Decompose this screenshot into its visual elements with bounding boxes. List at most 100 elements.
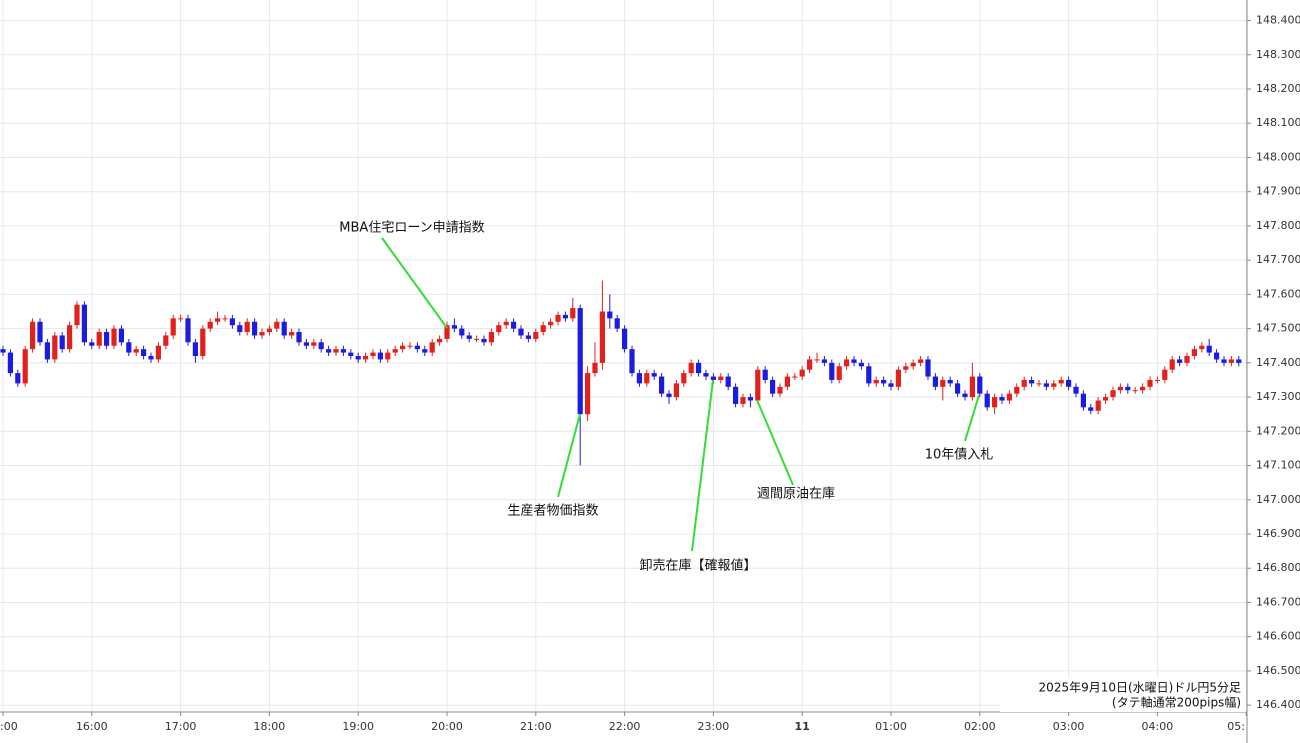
candle-body bbox=[762, 369, 768, 380]
annotation-label: MBA住宅ローン申請指数 bbox=[339, 221, 484, 236]
candle-body bbox=[1236, 359, 1242, 363]
candle-body bbox=[1036, 383, 1042, 385]
x-tick-label: 01:00 bbox=[875, 720, 907, 733]
candle-body bbox=[1140, 386, 1146, 391]
candle-body bbox=[185, 318, 191, 343]
candle-body bbox=[814, 359, 820, 361]
candle-body bbox=[577, 308, 583, 415]
candle-body bbox=[370, 352, 376, 356]
candle-body bbox=[807, 359, 813, 370]
y-tick-label: 146.500 bbox=[1256, 664, 1300, 677]
candle-body bbox=[977, 376, 983, 394]
candle-body bbox=[1095, 400, 1101, 411]
y-tick-label: 148.200 bbox=[1256, 82, 1300, 95]
candle-body bbox=[281, 321, 287, 336]
candle-body bbox=[651, 373, 657, 377]
candle-body bbox=[733, 386, 739, 404]
candle-body bbox=[333, 349, 339, 353]
candle-body bbox=[592, 362, 598, 374]
candle-body bbox=[940, 379, 946, 387]
candle-body bbox=[377, 352, 383, 360]
candle-body bbox=[311, 342, 317, 346]
candle-body bbox=[1132, 390, 1138, 392]
x-tick-label: 03:00 bbox=[1053, 720, 1085, 733]
candle-body bbox=[22, 349, 28, 384]
candles bbox=[0, 280, 1242, 466]
candle-body bbox=[895, 369, 901, 387]
candle-body bbox=[207, 321, 213, 329]
candle-body bbox=[111, 328, 117, 346]
candle-body bbox=[992, 397, 998, 408]
candle-body bbox=[1088, 407, 1094, 411]
candle-body bbox=[999, 397, 1005, 401]
candle-body bbox=[503, 321, 509, 326]
candle-body bbox=[1169, 359, 1175, 370]
y-tick-label: 147.700 bbox=[1256, 253, 1300, 266]
candle-body bbox=[200, 328, 206, 356]
candle-body bbox=[1014, 386, 1020, 394]
candle-body bbox=[673, 383, 679, 398]
candle-body bbox=[481, 338, 487, 343]
y-tick-label: 146.400 bbox=[1256, 698, 1300, 711]
candle-body bbox=[1021, 379, 1027, 387]
candle-body bbox=[252, 321, 258, 336]
candle-body bbox=[844, 359, 850, 367]
candle-body bbox=[1228, 359, 1234, 363]
candle-body bbox=[340, 349, 346, 353]
annotation-label: 卸売在庫【確報値】 bbox=[639, 558, 756, 574]
candle-body bbox=[15, 373, 21, 384]
candle-body bbox=[1006, 393, 1012, 401]
candle-body bbox=[622, 328, 628, 350]
candle-body bbox=[1184, 356, 1190, 363]
candle-body bbox=[141, 349, 147, 356]
candle-body bbox=[422, 349, 428, 353]
candle-body bbox=[429, 342, 435, 353]
candle-body bbox=[1221, 359, 1227, 363]
candle-body bbox=[636, 373, 642, 384]
candle-body bbox=[784, 376, 790, 387]
annotation-label: 10年債入札 bbox=[925, 448, 994, 463]
candle-body bbox=[681, 373, 687, 384]
y-tick-label: 148.300 bbox=[1256, 48, 1300, 61]
candle-body bbox=[903, 366, 909, 370]
candle-body bbox=[644, 373, 650, 384]
x-tick-label: 11 bbox=[795, 720, 810, 733]
candle-body bbox=[688, 362, 694, 374]
candle-body bbox=[888, 383, 894, 387]
candle-body bbox=[392, 349, 398, 353]
y-tick-label: 146.800 bbox=[1256, 561, 1300, 574]
candle-body bbox=[466, 335, 472, 339]
candle-body bbox=[222, 318, 228, 320]
candle-body bbox=[984, 393, 990, 408]
candle-body bbox=[67, 325, 73, 350]
candle-body bbox=[437, 338, 443, 343]
y-tick-label: 147.000 bbox=[1256, 493, 1300, 506]
candle-body bbox=[133, 349, 139, 353]
candle-body bbox=[296, 332, 302, 343]
annotation-label: 週間原油在庫 bbox=[757, 487, 835, 502]
footer-box bbox=[1000, 678, 1246, 712]
annotation-arrow bbox=[964, 394, 980, 442]
candle-body bbox=[488, 332, 494, 343]
annotation-arrow bbox=[691, 379, 714, 552]
candle-body bbox=[163, 335, 169, 346]
candle-body bbox=[555, 314, 561, 322]
candle-body bbox=[1199, 345, 1205, 350]
candle-body bbox=[659, 376, 665, 394]
candle-body bbox=[348, 352, 354, 356]
candle-body bbox=[118, 328, 124, 343]
candle-body bbox=[59, 335, 65, 350]
y-tick-label: 147.200 bbox=[1256, 424, 1300, 437]
candle-body bbox=[1206, 345, 1212, 353]
candle-body bbox=[570, 308, 576, 319]
candle-body bbox=[0, 349, 6, 353]
candle-body bbox=[407, 345, 413, 347]
x-tick-label: 18:00 bbox=[254, 720, 286, 733]
candle-body bbox=[148, 356, 154, 360]
x-tick-label: 02:00 bbox=[964, 720, 996, 733]
candle-body bbox=[585, 373, 591, 415]
x-tick-label: 17:00 bbox=[165, 720, 197, 733]
candle-body bbox=[770, 379, 776, 394]
candle-body bbox=[533, 332, 539, 339]
